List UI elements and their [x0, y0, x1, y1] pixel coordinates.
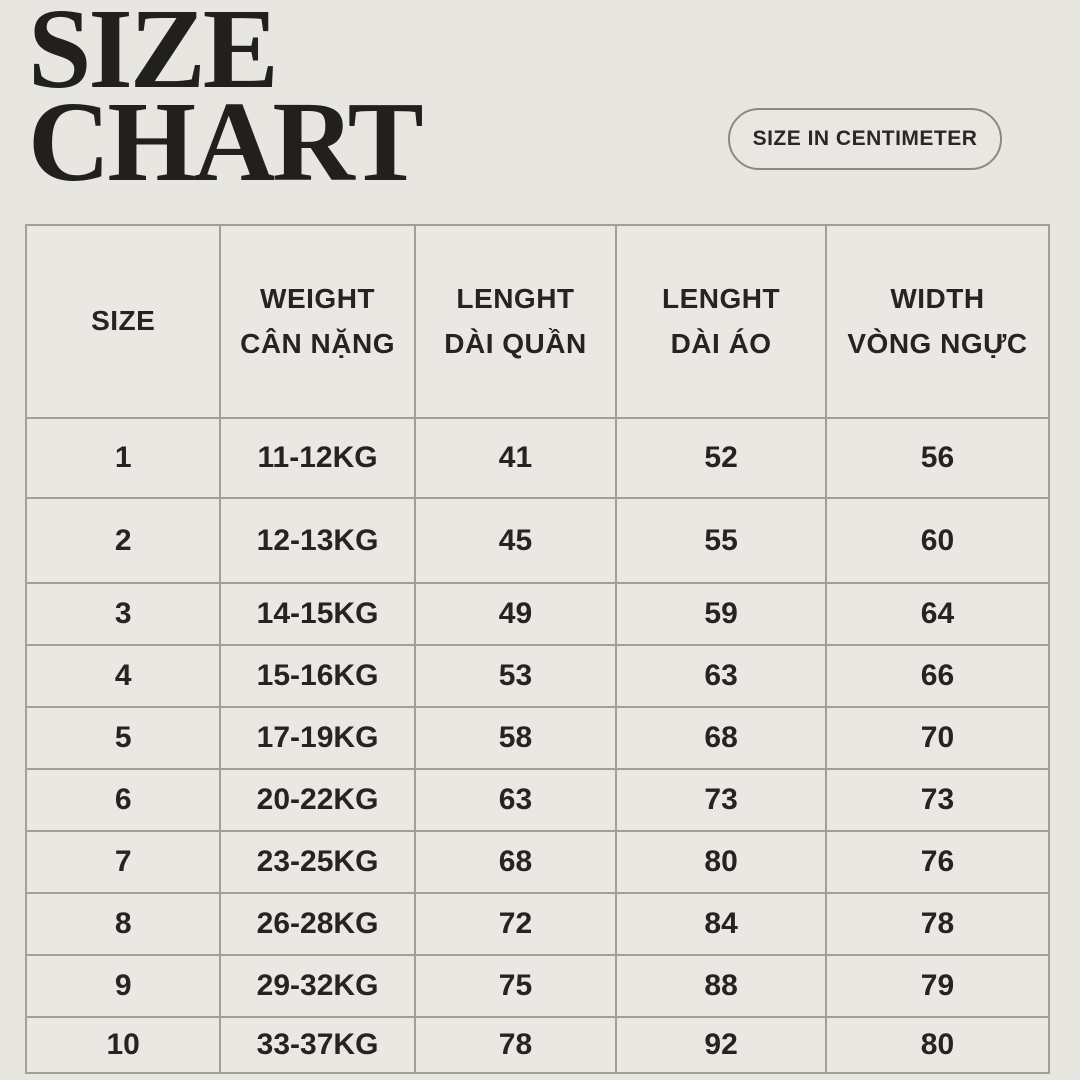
table-header-row: SIZE WEIGHT CÂN NẶNG LENGHT DÀI QUẦN LEN…	[24, 224, 1051, 419]
cell-width-chest: 64	[824, 582, 1051, 646]
size-table: SIZE WEIGHT CÂN NẶNG LENGHT DÀI QUẦN LEN…	[24, 224, 1051, 1074]
cell-length-shirt: 84	[615, 892, 827, 956]
cell-weight: 15-16KG	[219, 644, 416, 708]
col-header-weight-line1: WEIGHT	[260, 283, 376, 315]
col-header-width-chest-line1: WIDTH	[890, 283, 985, 315]
cell-size: 5	[24, 706, 222, 770]
cell-length-pants: 58	[413, 706, 618, 770]
table-row: 5 17-19KG 58 68 70	[24, 706, 1051, 770]
cell-width-chest: 73	[824, 768, 1051, 832]
col-header-length-pants: LENGHT DÀI QUẦN	[413, 224, 618, 419]
cell-length-pants: 49	[413, 582, 618, 646]
col-header-weight-line2: CÂN NẶNG	[240, 327, 395, 359]
cell-width-chest: 76	[824, 830, 1051, 894]
unit-badge-label: SIZE IN CENTIMETER	[752, 127, 978, 150]
cell-length-pants: 78	[413, 1016, 618, 1074]
cell-size: 2	[24, 497, 222, 584]
cell-size: 8	[24, 892, 222, 956]
cell-length-pants: 68	[413, 830, 618, 894]
table-row: 7 23-25KG 68 80 76	[24, 830, 1051, 894]
cell-size: 3	[24, 582, 222, 646]
col-header-size-line1: SIZE	[91, 305, 156, 337]
cell-length-shirt: 59	[615, 582, 827, 646]
cell-weight: 17-19KG	[219, 706, 416, 770]
page-title: SIZE CHART	[28, 0, 424, 206]
col-header-length-pants-line1: LENGHT	[456, 283, 575, 315]
table-row: 6 20-22KG 63 73 73	[24, 768, 1051, 832]
cell-length-shirt: 52	[615, 417, 827, 499]
cell-length-pants: 53	[413, 644, 618, 708]
cell-weight: 20-22KG	[219, 768, 416, 832]
cell-weight: 11-12KG	[219, 417, 416, 499]
cell-weight: 14-15KG	[219, 582, 416, 646]
cell-weight: 26-28KG	[219, 892, 416, 956]
cell-length-pants: 45	[413, 497, 618, 584]
cell-length-shirt: 80	[615, 830, 827, 894]
col-header-width-chest-line2: VÒNG NGỰC	[847, 327, 1028, 359]
cell-width-chest: 80	[824, 1016, 1051, 1074]
cell-length-pants: 72	[413, 892, 618, 956]
col-header-length-pants-line2: DÀI QUẦN	[444, 327, 587, 359]
col-header-width-chest: WIDTH VÒNG NGỰC	[824, 224, 1051, 419]
table-row: 10 33-37KG 78 92 80	[24, 1016, 1051, 1074]
table-row: 2 12-13KG 45 55 60	[24, 497, 1051, 584]
cell-length-pants: 63	[413, 768, 618, 832]
cell-width-chest: 66	[824, 644, 1051, 708]
cell-width-chest: 79	[824, 954, 1051, 1018]
cell-length-shirt: 73	[615, 768, 827, 832]
cell-size: 7	[24, 830, 222, 894]
col-header-length-shirt: LENGHT DÀI ÁO	[615, 224, 827, 419]
cell-length-shirt: 88	[615, 954, 827, 1018]
cell-size: 10	[24, 1016, 222, 1074]
cell-weight: 33-37KG	[219, 1016, 416, 1074]
col-header-length-shirt-line1: LENGHT	[662, 283, 781, 315]
cell-weight: 23-25KG	[219, 830, 416, 894]
unit-badge: SIZE IN CENTIMETER	[728, 108, 1002, 170]
cell-width-chest: 56	[824, 417, 1051, 499]
cell-size: 1	[24, 417, 222, 499]
cell-weight: 12-13KG	[219, 497, 416, 584]
cell-width-chest: 78	[824, 892, 1051, 956]
page-title-line-2: CHART	[28, 78, 424, 206]
cell-width-chest: 60	[824, 497, 1051, 584]
col-header-weight: WEIGHT CÂN NẶNG	[219, 224, 416, 419]
cell-width-chest: 70	[824, 706, 1051, 770]
table-row: 3 14-15KG 49 59 64	[24, 582, 1051, 646]
col-header-size: SIZE	[24, 224, 222, 419]
table-row: 8 26-28KG 72 84 78	[24, 892, 1051, 956]
table-row: 1 11-12KG 41 52 56	[24, 417, 1051, 499]
cell-length-shirt: 68	[615, 706, 827, 770]
cell-size: 6	[24, 768, 222, 832]
cell-length-shirt: 55	[615, 497, 827, 584]
cell-size: 4	[24, 644, 222, 708]
cell-size: 9	[24, 954, 222, 1018]
page-title-line-1: SIZE	[28, 0, 279, 112]
table-row: 9 29-32KG 75 88 79	[24, 954, 1051, 1018]
cell-weight: 29-32KG	[219, 954, 416, 1018]
cell-length-shirt: 63	[615, 644, 827, 708]
cell-length-shirt: 92	[615, 1016, 827, 1074]
col-header-length-shirt-line2: DÀI ÁO	[670, 327, 772, 359]
table-row: 4 15-16KG 53 63 66	[24, 644, 1051, 708]
cell-length-pants: 41	[413, 417, 618, 499]
cell-length-pants: 75	[413, 954, 618, 1018]
